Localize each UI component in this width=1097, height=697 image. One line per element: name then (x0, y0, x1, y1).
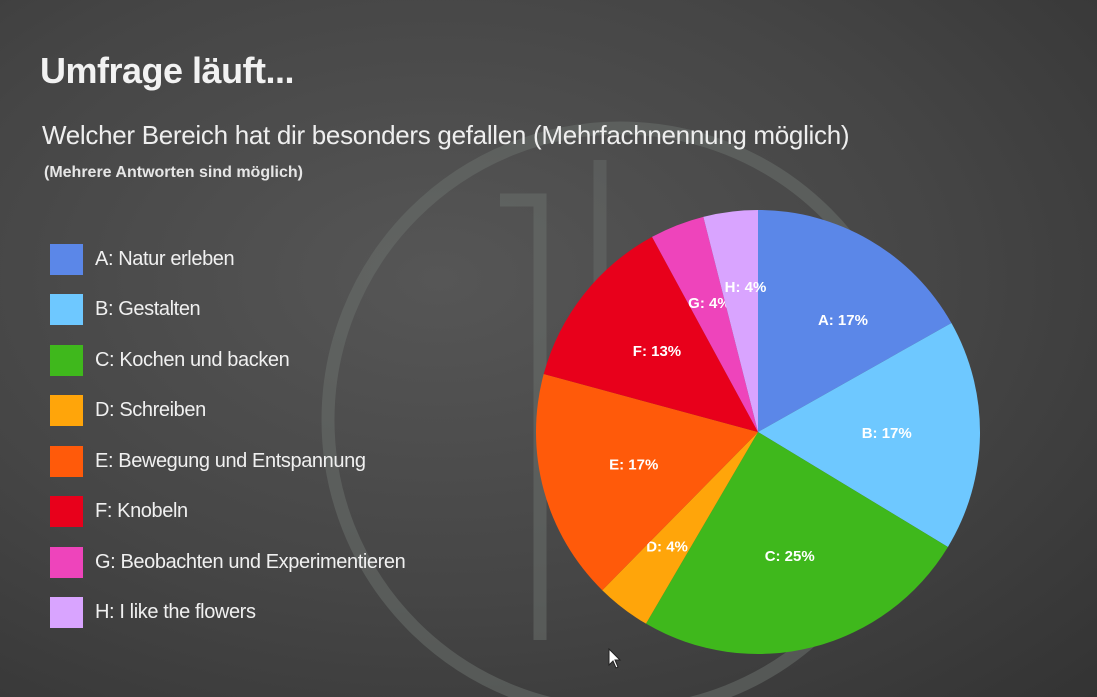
legend-swatch (50, 294, 83, 326)
legend-label: H: I like the flowers (95, 601, 256, 624)
slice-data-label: E: 17% (609, 457, 658, 474)
legend-item: G: Beobachten und Experimentieren (50, 537, 406, 588)
legend-item: C: Kochen und backen (50, 335, 405, 386)
legend-item: F: Knobeln (50, 487, 405, 538)
legend-swatch (50, 597, 83, 629)
slice-data-label: F: 13% (633, 343, 681, 360)
legend-swatch (50, 445, 83, 477)
page-title: Umfrage läuft... (40, 50, 295, 91)
pie-slice (703, 210, 758, 432)
pie-slice (602, 432, 758, 624)
legend-label: B: Gestalten (95, 298, 201, 321)
legend-item: B: Gestalten (50, 285, 405, 336)
pie-slice (543, 236, 758, 432)
legend-item: D: Schreiben (50, 386, 405, 437)
multiple-answers-hint: (Mehrere Antworten sind möglich) (44, 164, 303, 181)
legend-label: A: Natur erleben (95, 247, 235, 270)
legend-item: H: I like the flowers (50, 588, 405, 639)
legend-label: F: Knobeln (95, 500, 188, 523)
slice-data-label: G: 4% (688, 295, 731, 312)
legend-swatch (50, 546, 83, 578)
legend-swatch (50, 395, 83, 427)
pie-slice (536, 373, 758, 591)
legend-swatch (50, 243, 83, 275)
slice-data-label: H: 4% (725, 279, 767, 296)
pie-slice (652, 216, 758, 432)
legend-item: A: Natur erleben (50, 234, 405, 285)
legend-label: C: Kochen und backen (95, 348, 290, 371)
slice-data-label: C: 25% (765, 548, 815, 565)
pie-slice (646, 432, 948, 654)
mouse-cursor-icon (608, 648, 622, 669)
pie-slice (758, 322, 981, 547)
slice-data-label: D: 4% (646, 539, 688, 556)
legend-label: D: Schreiben (95, 399, 206, 422)
chart-legend: A: Natur erleben B: Gestalten C: Kochen un… (50, 234, 406, 639)
slice-data-label: B: 17% (862, 425, 912, 442)
survey-question: Welcher Bereich hat dir besonders gefall… (42, 120, 850, 150)
legend-swatch (50, 496, 83, 528)
legend-label: G: Beobachten und Experimentieren (95, 550, 406, 573)
legend-label: E: Bewegung und Entspannung (95, 449, 366, 472)
legend-item: E: Bewegung und Entspannung (50, 436, 405, 487)
legend-swatch (50, 344, 83, 376)
slice-data-label: A: 17% (818, 312, 868, 329)
pie-slice (758, 210, 952, 432)
